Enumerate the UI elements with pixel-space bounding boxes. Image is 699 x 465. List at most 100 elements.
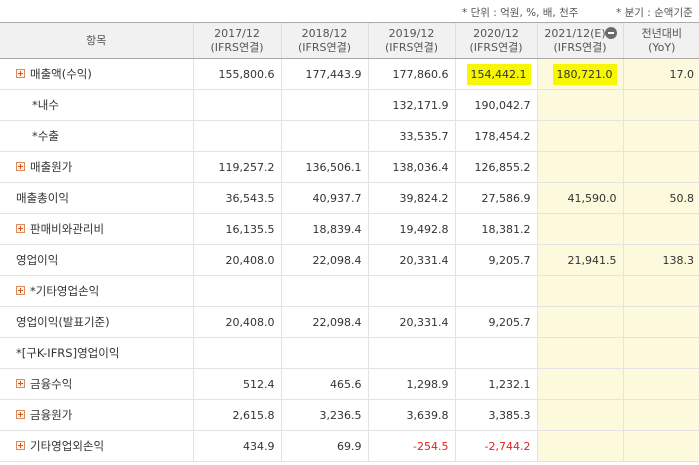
table-row: 영업이익 20,408.0 22,098.4 20,331.4 9,205.7 21,94… [0,244,699,276]
value-cell: 190,042.7 [454,89,537,121]
row-label-cell: *내수 [0,89,193,121]
quarter-note: * 분기 : 순액기준 [616,7,693,19]
cell-value: 18,839.4 [312,222,362,236]
value-cell [280,89,368,121]
cell-value: 9,205.7 [488,253,531,267]
value-cell: 138,036.4 [367,151,455,183]
value-cell [622,368,699,400]
value-cell [622,151,699,183]
row-label-cell[interactable]: 매출액(수익) [0,58,193,90]
value-cell: 3,385.3 [454,399,537,431]
value-cell: 9,205.7 [454,244,537,276]
expand-plus-icon[interactable] [16,441,25,450]
expand-plus-icon[interactable] [16,69,25,78]
expand-plus-icon[interactable] [16,162,25,171]
table-header: 항목 2017/12 (IFRS연결) 2018/12 (IFRS연결) 201… [0,22,699,59]
value-cell [192,120,281,152]
cell-value: 465.6 [330,377,362,391]
row-label-cell[interactable]: 매출원가 [0,151,193,183]
cell-value: 19,492.8 [399,222,449,236]
column-header-2020: 2020/12 (IFRS연결) [454,22,537,59]
value-cell [367,275,455,307]
value-cell [367,337,455,369]
cell-value: 177,860.6 [392,67,449,81]
value-cell: 20,331.4 [367,306,455,338]
value-cell: -254.5 [367,430,455,462]
value-cell [622,337,699,369]
cell-value: 18,381.2 [481,222,531,236]
cell-value: 512.4 [243,377,275,391]
value-cell [622,306,699,338]
value-cell: 40,937.7 [280,182,368,214]
value-cell [536,213,623,245]
table-row: *내수 132,171.9 190,042.7 [0,89,699,121]
column-basis: (IFRS연결) [210,40,264,54]
column-basis: (IFRS연결) [553,40,607,54]
value-cell: 20,408.0 [192,306,281,338]
row-label-cell[interactable]: 금융수익 [0,368,193,400]
expand-plus-icon[interactable] [16,286,25,295]
table-row: 금융원가 2,615.8 3,236.5 3,639.8 3,385.3 [0,399,699,431]
value-cell [280,337,368,369]
table-row: 영업이익(발표기준) 20,408.0 22,098.4 20,331.4 9,205.… [0,306,699,338]
unit-note: * 단위 : 억원, %, 배, 천주 [462,7,579,19]
value-cell [192,89,281,121]
row-label: *수출 [32,129,59,143]
value-cell: 180,721.0 [536,58,623,90]
value-cell: 18,381.2 [454,213,537,245]
cell-value: 22,098.4 [312,315,362,329]
cell-value: 138,036.4 [392,160,449,174]
row-label: 판매비와관리비 [30,222,105,236]
cell-value: -2,744.2 [484,439,531,453]
value-cell: 18,839.4 [280,213,368,245]
column-basis: (IFRS연결) [469,40,523,54]
cell-value: 27,586.9 [481,191,531,205]
cell-value: 17.0 [669,67,695,81]
cell-value: 2,615.8 [232,408,275,422]
value-cell [536,275,623,307]
cell-value: 190,042.7 [474,98,531,112]
value-cell: 20,331.4 [367,244,455,276]
column-year: 2020/12 [473,26,519,40]
value-cell: 21,941.5 [536,244,623,276]
value-cell: 126,855.2 [454,151,537,183]
cell-value: 3,639.8 [406,408,449,422]
row-label-cell[interactable]: 판매비와관리비 [0,213,193,245]
row-label-cell[interactable]: 기타영업외손익 [0,430,193,462]
expand-plus-icon[interactable] [16,410,25,419]
cell-value: 50.8 [669,191,695,205]
row-label: 금융원가 [30,408,73,422]
column-year: 2019/12 [388,26,435,40]
value-cell [536,368,623,400]
financial-table: 항목 2017/12 (IFRS연결) 2018/12 (IFRS연결) 201… [0,22,699,462]
value-cell [536,399,623,431]
value-cell [622,89,699,121]
value-cell: 3,639.8 [367,399,455,431]
column-header-2019: 2019/12 (IFRS연결) [367,22,455,59]
row-label: 기타영업외손익 [30,439,105,453]
column-basis: (YoY) [648,40,676,54]
value-cell [536,306,623,338]
row-label-cell: 영업이익 [0,244,193,276]
cell-value: 21,941.5 [567,253,617,267]
value-cell: 3,236.5 [280,399,368,431]
table-row: *수출 33,535.7 178,454.2 [0,120,699,152]
value-cell: 177,860.6 [367,58,455,90]
collapse-icon[interactable] [604,27,617,39]
value-cell: 177,443.9 [280,58,368,90]
cell-value: 20,408.0 [225,315,275,329]
value-cell: 9,205.7 [454,306,537,338]
column-header-item: 항목 [0,22,193,59]
row-label-cell[interactable]: *기타영업손익 [0,275,193,307]
value-cell: 1,232.1 [454,368,537,400]
expand-plus-icon[interactable] [16,224,25,233]
value-cell [622,120,699,152]
unit-notes: * 단위 : 억원, %, 배, 천주 * 분기 : 순액기준 [0,0,699,22]
column-basis: (IFRS연결) [297,40,352,54]
row-label-cell[interactable]: 금융원가 [0,399,193,431]
value-cell [192,337,281,369]
expand-plus-icon[interactable] [16,379,25,388]
row-label-cell: *[구K-IFRS]영업이익 [0,337,193,369]
cell-value: 138.3 [662,253,695,267]
value-cell: 33,535.7 [367,120,455,152]
